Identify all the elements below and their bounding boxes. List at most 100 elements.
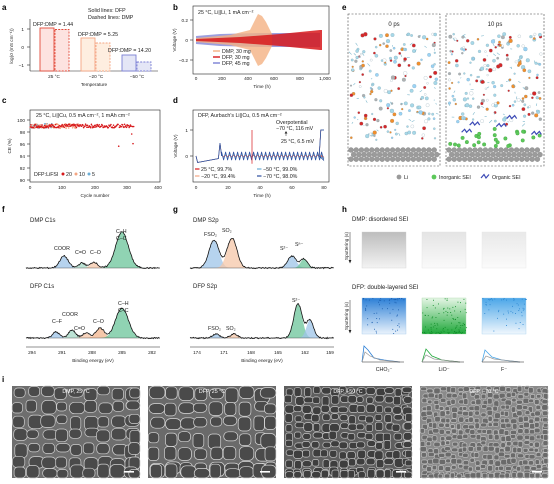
h-voxel <box>506 325 507 326</box>
e-atom <box>361 60 364 63</box>
e-li-atom <box>451 156 457 162</box>
e-bond <box>435 112 439 115</box>
b-title: 25 °C, Li||Li, 1 mA cm⁻² <box>198 10 254 16</box>
i-sem-grain <box>208 401 224 416</box>
e-atom <box>393 55 398 60</box>
e-atom <box>488 68 493 73</box>
i-sem-grain <box>432 428 440 434</box>
c-ce-point <box>65 127 67 130</box>
e-atom <box>423 76 428 80</box>
i-sem-grain <box>177 447 192 461</box>
e-bond <box>411 120 415 123</box>
i-sem-grain <box>504 417 510 424</box>
i-sem-grain <box>26 429 39 439</box>
a-ytick: 1 <box>21 27 24 32</box>
e-atom <box>491 81 495 85</box>
d-ytick: 1 <box>185 128 188 133</box>
e-atom <box>485 68 488 71</box>
i-sem-grain <box>469 434 477 439</box>
h-voxel <box>508 312 509 314</box>
i-sem-grain <box>82 442 95 455</box>
i-sem-grain <box>178 402 195 414</box>
e-atom <box>401 108 404 111</box>
i-sem-grain <box>480 422 488 428</box>
i-sem-grain <box>535 464 542 470</box>
c-ce-point <box>61 123 63 126</box>
e-atom <box>354 59 358 63</box>
e-inorganic-sei <box>456 143 461 148</box>
i-sem-grain <box>425 441 432 447</box>
e-atom <box>472 97 475 100</box>
e-atom <box>536 73 539 77</box>
c-ytick: 100 <box>17 118 25 123</box>
i-sem-grain <box>492 442 500 448</box>
f-bottom-title: DFP C1s <box>30 284 54 290</box>
i-sem-grain <box>356 457 366 466</box>
i-sem-grain <box>534 399 540 405</box>
i-sem-grain <box>330 413 339 420</box>
h-voxel <box>513 298 515 299</box>
i-sem-grain <box>312 431 324 439</box>
i-sem-grain <box>209 463 221 479</box>
c-ce-point <box>54 123 57 126</box>
e-atom <box>369 58 373 62</box>
i-sem-grain <box>528 435 536 442</box>
e-li-atom <box>487 147 494 153</box>
e-atom <box>360 33 365 38</box>
e-legend-inorganic: Inorganic SEI <box>439 175 471 181</box>
h-voxel <box>391 319 393 321</box>
e-bond <box>492 43 495 47</box>
i-sem-grain <box>322 459 330 469</box>
c-ce-point <box>37 125 40 127</box>
e-atom <box>386 103 391 108</box>
e-atom <box>379 99 383 103</box>
i-sem-grain <box>457 429 464 436</box>
i-sem-grain <box>451 465 457 470</box>
e-atom <box>407 130 412 135</box>
e-atom <box>350 58 354 62</box>
e-atom <box>429 75 432 79</box>
h-voxel <box>457 301 459 303</box>
c-ce-point <box>127 124 130 127</box>
h-voxel <box>446 298 448 300</box>
e-li-atom <box>451 147 457 153</box>
e-atom <box>517 34 521 38</box>
e-atom <box>393 60 397 64</box>
f-top-spectrum <box>25 231 160 270</box>
i-sem-grain <box>40 414 56 428</box>
i-sem-grain <box>42 442 55 454</box>
e-inorganic-sei <box>506 144 511 148</box>
e-atom <box>496 56 500 60</box>
i-sem-grain <box>223 431 239 442</box>
e-atom <box>462 46 465 49</box>
e-li-atom <box>363 156 370 162</box>
e-atom <box>424 119 428 124</box>
i-sem-grain <box>365 423 374 432</box>
panel-label-b: b <box>173 3 178 12</box>
e-atom <box>421 137 424 140</box>
h-voxel <box>447 329 449 331</box>
e-atom <box>371 84 374 87</box>
i-sem-grain <box>394 388 402 397</box>
e-atom <box>535 96 539 100</box>
h-voxel <box>393 333 395 334</box>
e-atom <box>422 35 427 40</box>
h-profile-cho2-dmp <box>361 351 401 363</box>
i-sem-grain <box>523 428 530 435</box>
h-voxel <box>465 312 467 314</box>
h-dfp-cube-lio <box>421 297 467 335</box>
e-atom <box>469 61 472 64</box>
i-scale-bar <box>396 471 406 473</box>
i-sem-grain <box>393 432 403 441</box>
b-xlabel: Time (h) <box>253 84 271 89</box>
h-voxel <box>503 299 505 301</box>
a-bar-dmp-25 <box>54 29 70 72</box>
i-sem-grain <box>487 422 493 428</box>
i-sem-grain <box>426 466 432 473</box>
i-sem-grain <box>41 385 55 397</box>
c-ce-point <box>54 126 56 129</box>
i-sem-grain <box>322 413 331 422</box>
g-xtick: 174 <box>193 350 201 355</box>
e-atom <box>358 85 362 88</box>
e-atom <box>424 96 429 101</box>
